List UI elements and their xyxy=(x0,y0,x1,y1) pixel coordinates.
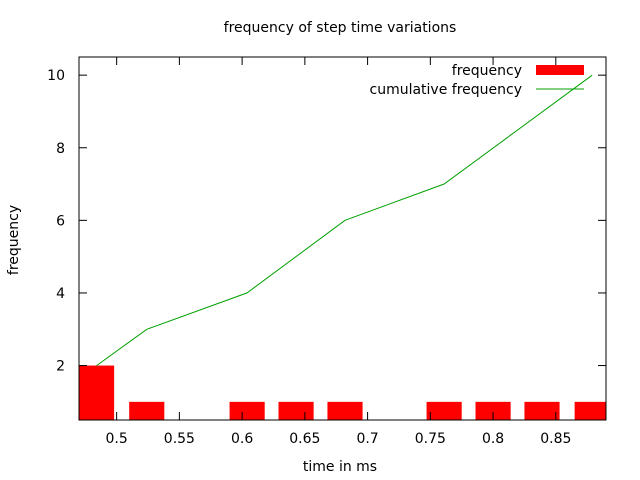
bar-7 xyxy=(524,401,560,420)
y-tick-label-4: 10 xyxy=(47,68,65,84)
x-tick-label-1: 0.55 xyxy=(164,431,195,447)
y-tick-label-1: 4 xyxy=(56,286,65,302)
bar-8 xyxy=(574,401,606,420)
x-tick-label-7: 0.85 xyxy=(540,431,571,447)
x-tick-label-2: 0.6 xyxy=(231,431,253,447)
x-tick-label-4: 0.7 xyxy=(356,431,378,447)
y-tick-label-3: 8 xyxy=(56,141,65,157)
y-tick-label-2: 6 xyxy=(56,213,65,229)
ticks-layer: 0.5 0.55 0.6 0.65 0.7 0.75 0.8 0.85 2 4 6 8 10 xyxy=(47,57,606,447)
bar-0 xyxy=(79,365,115,420)
lines-layer xyxy=(96,74,593,367)
x-tick-label-6: 0.8 xyxy=(482,431,504,447)
plot-frame xyxy=(78,56,607,421)
bars-layer xyxy=(79,365,606,420)
bar-1 xyxy=(129,401,165,420)
y-axis-label: frequency xyxy=(6,205,22,275)
legend: frequency cumulative frequency xyxy=(370,63,584,98)
bar-5 xyxy=(426,401,462,420)
bar-4 xyxy=(327,401,363,420)
legend-swatch-0 xyxy=(536,65,584,75)
cumulative-line xyxy=(96,74,593,367)
legend-label-0: frequency xyxy=(452,63,522,79)
chart-title: frequency of step time variations xyxy=(224,20,457,36)
x-tick-label-3: 0.65 xyxy=(289,431,320,447)
bar-2 xyxy=(229,401,265,420)
x-tick-label-5: 0.75 xyxy=(415,431,446,447)
bar-3 xyxy=(278,401,314,420)
x-tick-label-0: 0.5 xyxy=(106,431,128,447)
x-axis-label: time in ms xyxy=(303,459,377,475)
legend-label-1: cumulative frequency xyxy=(370,82,523,98)
bar-6 xyxy=(475,401,511,420)
y-tick-label-0: 2 xyxy=(56,359,65,375)
